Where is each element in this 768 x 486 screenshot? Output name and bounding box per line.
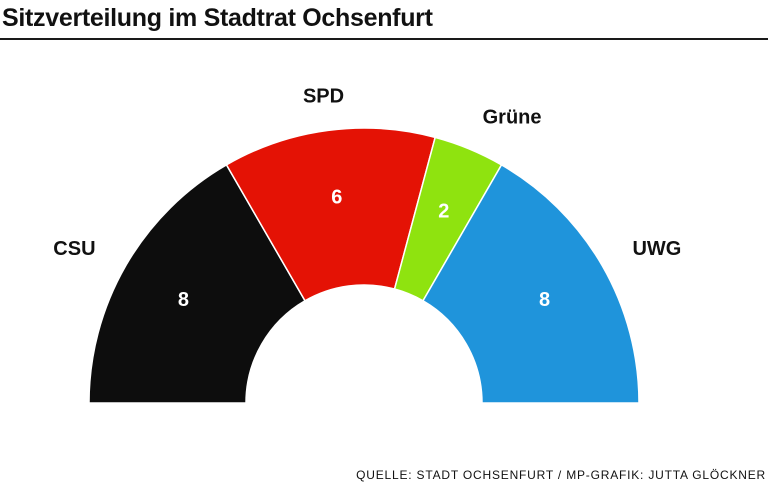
value-label-uwg: 8 — [539, 289, 550, 311]
chart-title: Sitzverteilung im Stadtrat Ochsenfurt — [2, 4, 433, 32]
source-credit: QUELLE: STADT OCHSENFURT / MP-GRAFIK: JU… — [356, 468, 766, 482]
segment-csu — [88, 163, 307, 404]
value-label-grune: 2 — [438, 200, 449, 222]
value-label-csu: 8 — [178, 289, 189, 311]
title-divider — [0, 38, 768, 40]
segment-spd — [225, 127, 437, 302]
category-label-uwg: UWG — [632, 238, 681, 260]
category-label-spd: SPD — [303, 86, 344, 108]
segment-uwg — [421, 163, 640, 404]
category-label-csu: CSU — [53, 238, 95, 260]
value-label-spd: 6 — [331, 186, 342, 208]
category-label-grune: Grüne — [483, 107, 542, 129]
